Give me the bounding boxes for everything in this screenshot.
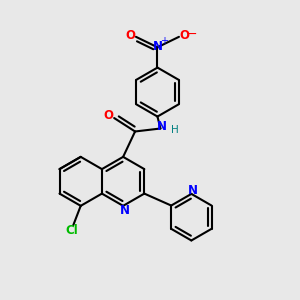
Text: −: − [187,28,197,41]
Text: H: H [171,125,179,135]
Text: O: O [126,29,136,42]
Text: O: O [179,29,189,42]
Text: N: N [153,40,164,53]
Text: +: + [160,36,168,46]
Text: N: N [120,204,130,217]
Text: N: N [188,184,198,197]
Text: O: O [104,109,114,122]
Text: Cl: Cl [65,224,78,237]
Text: N: N [157,120,167,133]
